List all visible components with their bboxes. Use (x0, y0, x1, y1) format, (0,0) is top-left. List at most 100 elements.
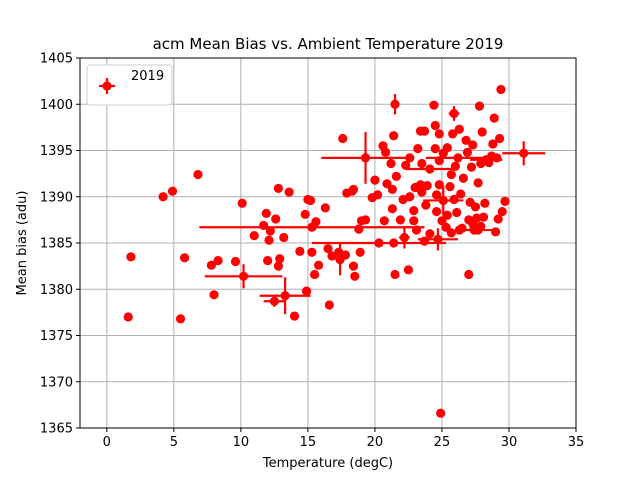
data-point (500, 196, 510, 206)
y-tick-label: 1385 (40, 237, 73, 252)
data-point (386, 158, 396, 169)
data-point (309, 269, 320, 280)
data-point (289, 311, 300, 321)
data-point (374, 238, 384, 248)
data-point (470, 202, 481, 212)
legend: 2019 (86, 64, 173, 106)
data-point (493, 214, 503, 224)
data-point (295, 246, 305, 256)
data-point (387, 204, 397, 214)
data-point (446, 169, 456, 180)
data-point (389, 238, 399, 248)
y-tick-label: 1400 (40, 98, 73, 113)
data-point (492, 153, 502, 163)
data-point (458, 173, 468, 183)
data-point (273, 261, 283, 271)
y-tick-label: 1405 (40, 52, 73, 67)
y-tick-label: 1380 (40, 283, 73, 298)
data-point (415, 180, 426, 190)
x-axis: 0 5 10 15 20 25 30 35 (103, 428, 585, 450)
data-point (123, 312, 133, 322)
data-point (340, 250, 351, 260)
data-point (519, 148, 529, 158)
data-point (494, 133, 505, 144)
data-point (434, 180, 444, 190)
data-point (474, 101, 485, 111)
data-point (300, 209, 310, 219)
x-tick-label: 35 (568, 435, 585, 450)
data-point (355, 247, 365, 257)
data-point (413, 144, 423, 154)
data-point (449, 108, 459, 119)
data-point (434, 129, 444, 139)
data-point (409, 216, 419, 226)
x-tick-label: 25 (434, 435, 451, 450)
data-point (389, 131, 399, 141)
y-axis-label: Mean bias (adu) (15, 191, 30, 296)
data-point (421, 200, 431, 210)
data-point (350, 271, 360, 281)
data-point (430, 120, 440, 131)
data-point (425, 229, 435, 239)
data-point (307, 247, 317, 257)
data-point (348, 261, 359, 271)
data-point (370, 175, 380, 185)
legend-point (102, 81, 112, 91)
data-point (456, 189, 466, 199)
x-tick-label: 15 (300, 435, 317, 450)
data-point (477, 127, 487, 137)
data-point (433, 234, 443, 244)
legend-box (86, 64, 173, 106)
y-tick-label: 1390 (40, 190, 73, 205)
data-point (450, 161, 460, 171)
data-point (449, 194, 459, 205)
data-point (448, 129, 458, 139)
data-point (445, 181, 455, 192)
data-point (395, 215, 405, 225)
x-tick-label: 30 (501, 435, 518, 450)
data-point (280, 291, 290, 301)
data-point (271, 214, 281, 224)
data-point (429, 100, 439, 110)
data-point (213, 255, 223, 266)
data-point (496, 84, 506, 95)
data-point (305, 195, 316, 206)
y-tick-label: 1365 (40, 422, 73, 437)
data-point (480, 198, 490, 208)
data-point (279, 232, 289, 243)
data-point (464, 269, 474, 280)
data-point (488, 139, 498, 149)
data-point (442, 143, 452, 153)
data-point (405, 153, 415, 163)
data-point (391, 171, 401, 181)
data-point (354, 224, 364, 234)
x-tick-label: 20 (367, 435, 384, 450)
data-point (453, 153, 463, 163)
data-point (284, 187, 294, 197)
y-tick-label: 1370 (40, 375, 73, 390)
data-point (497, 206, 507, 217)
data-point (273, 183, 283, 194)
data-point (419, 126, 430, 136)
chart-title: acm Mean Bias vs. Ambient Temperature 20… (153, 35, 504, 53)
data-point (399, 232, 410, 243)
data-point (373, 190, 383, 200)
data-point (462, 147, 473, 157)
data-point (431, 206, 442, 217)
data-point (360, 153, 371, 163)
data-point (403, 265, 414, 275)
data-point (390, 99, 400, 109)
data-point (193, 169, 203, 180)
data-point (472, 213, 482, 223)
y-axis: 1365 1370 1375 1380 1385 1390 1395 1400 1405 (40, 52, 80, 437)
data-point (311, 217, 321, 227)
data-point (301, 286, 312, 296)
data-point (275, 254, 285, 264)
data-point (324, 300, 334, 310)
data-point (401, 160, 411, 170)
y-tick-label: 1375 (40, 329, 73, 344)
data-point (264, 235, 274, 245)
data-point (206, 260, 216, 270)
data-point (489, 113, 499, 123)
